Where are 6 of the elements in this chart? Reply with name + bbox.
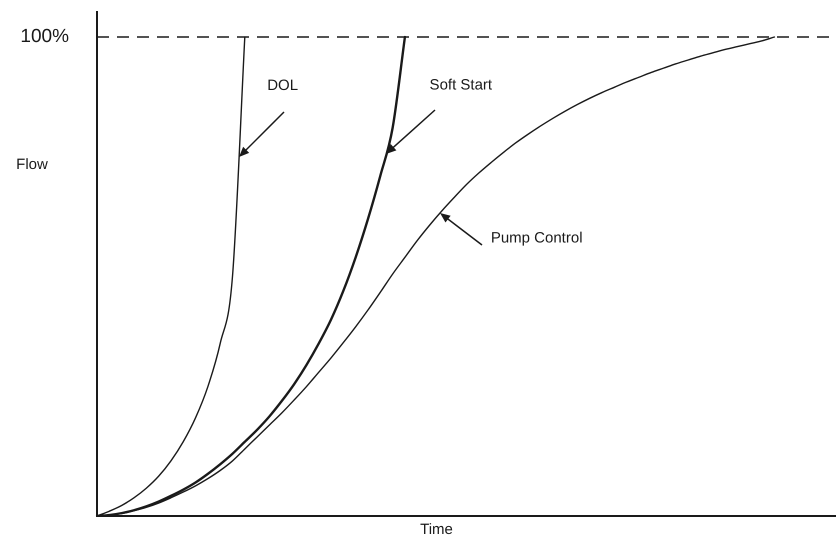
series-label: Soft Start	[430, 76, 493, 94]
y-axis-title: Flow	[16, 156, 48, 174]
series-label: DOL	[267, 76, 298, 94]
ref-line-label: 100%	[20, 26, 70, 48]
x-axis-title: Time	[420, 521, 453, 538]
legend-label: Pump Control	[490, 229, 583, 246]
